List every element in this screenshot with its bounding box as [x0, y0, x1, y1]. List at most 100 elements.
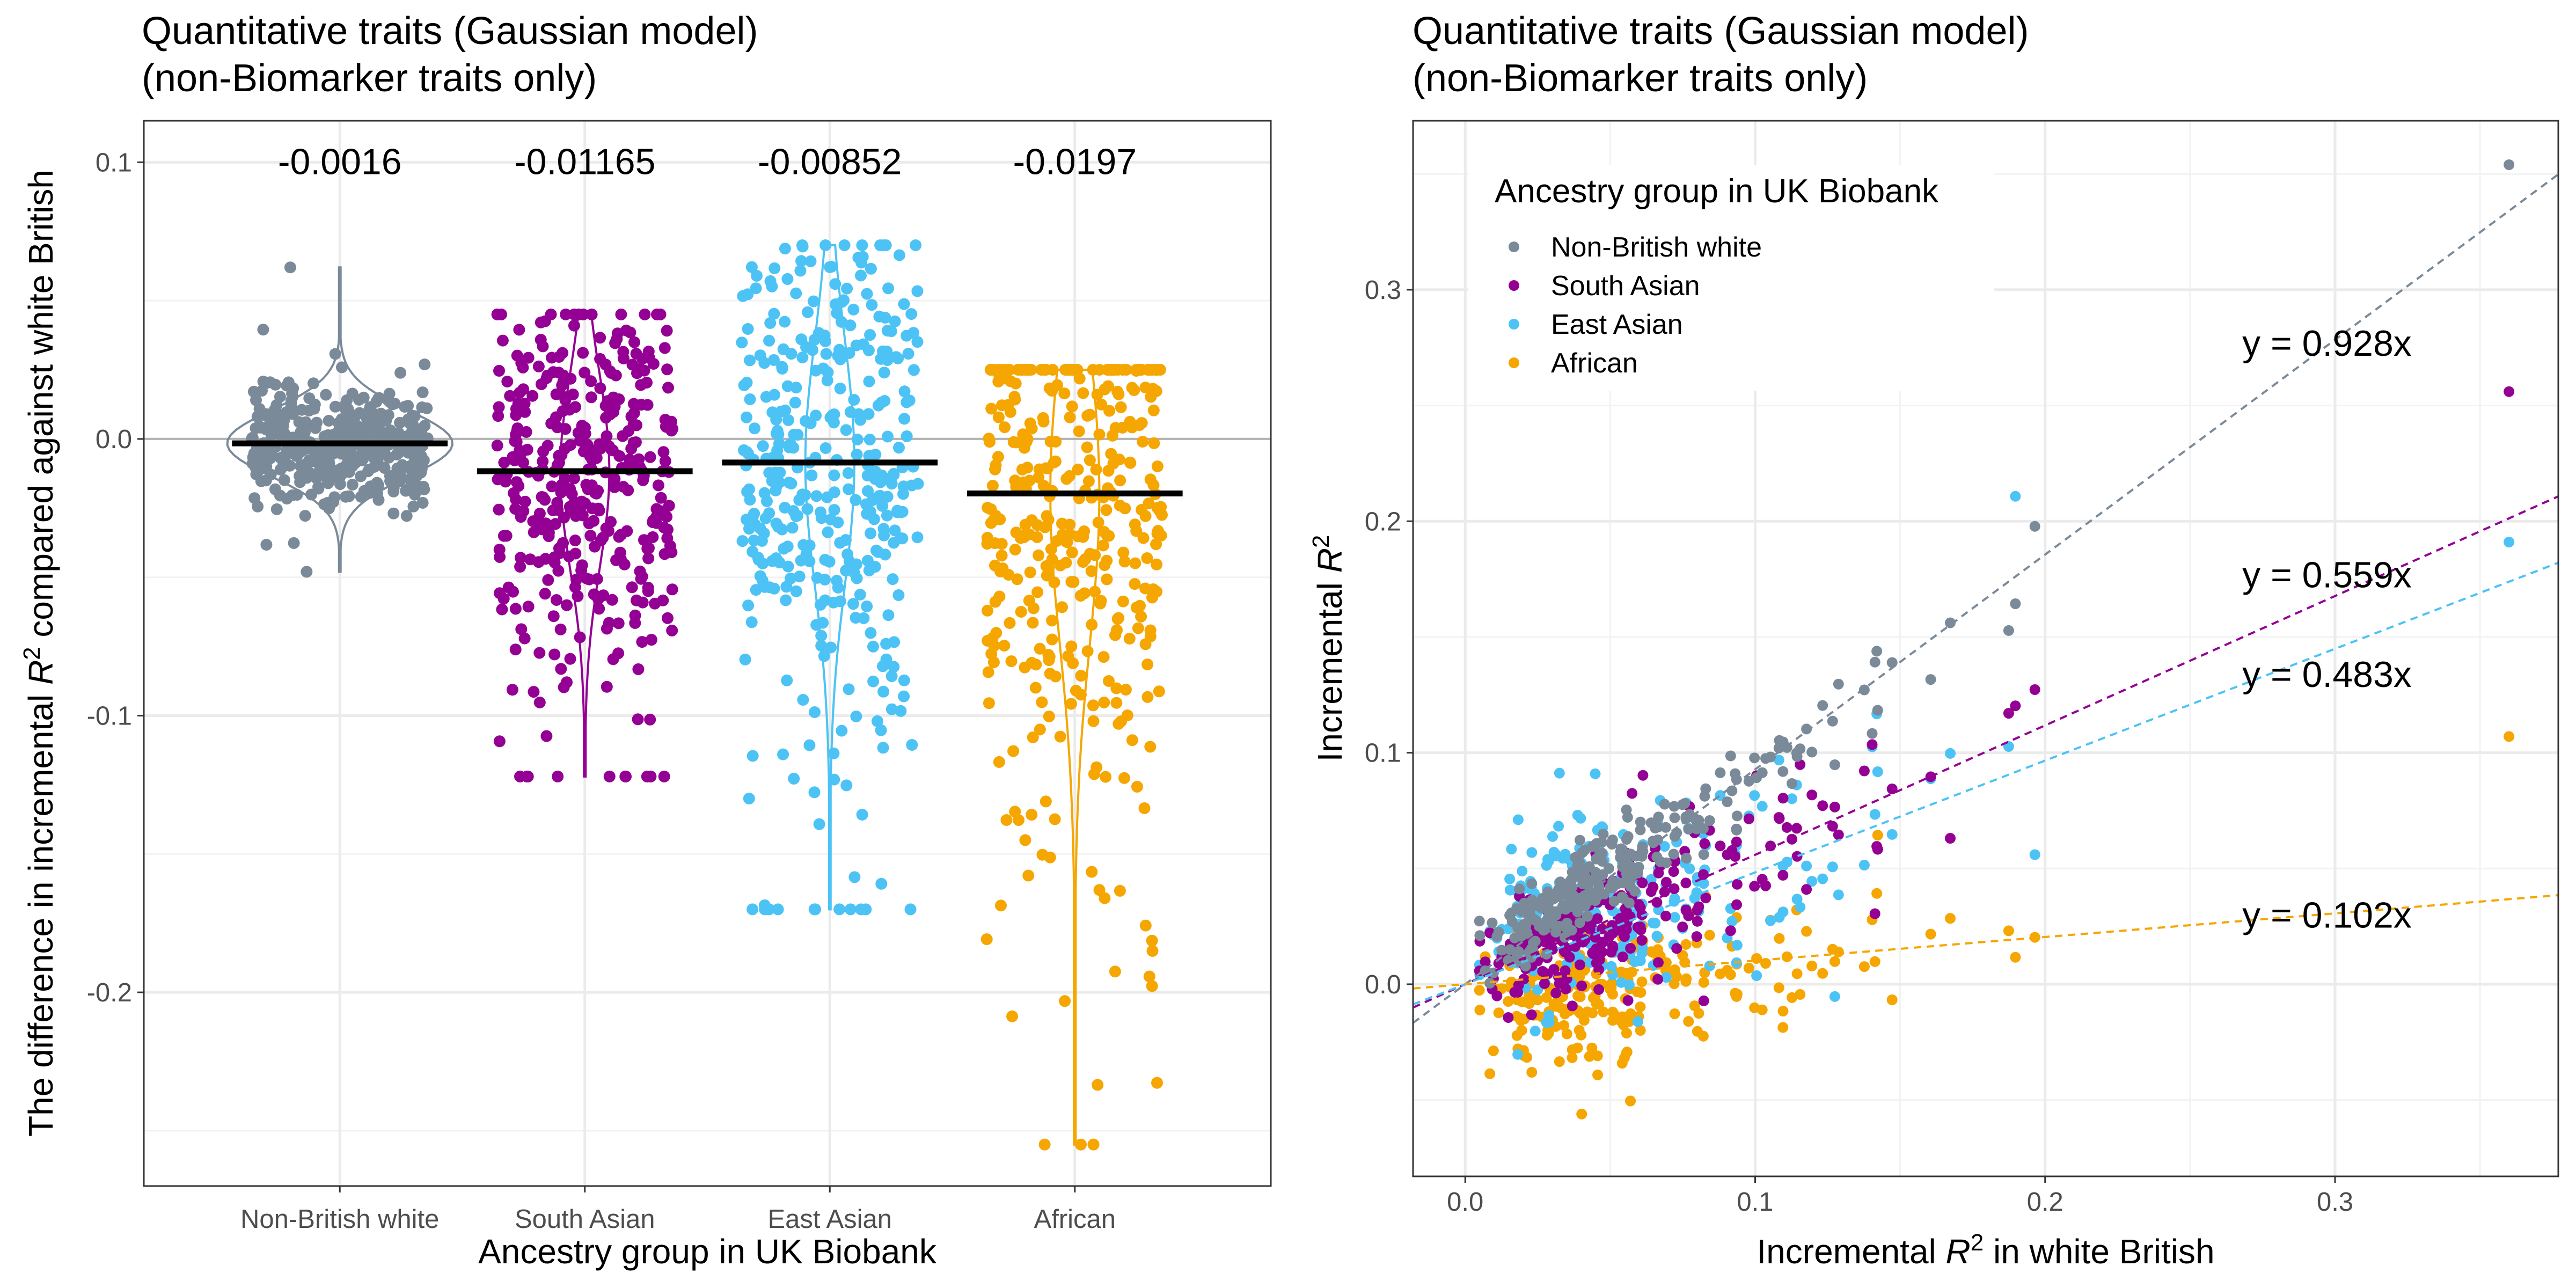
- scatter-point: [1867, 728, 1878, 739]
- violin-point: [510, 476, 523, 488]
- violin-point: [661, 363, 674, 376]
- violin-point: [777, 748, 789, 760]
- scatter-point: [1858, 961, 1870, 972]
- violin-point: [793, 570, 806, 583]
- violin-point: [630, 348, 642, 360]
- violin-point: [745, 261, 758, 273]
- violin-point: [828, 416, 840, 429]
- scatter-point: [1774, 813, 1785, 824]
- right-xlabel-var: R: [1946, 1232, 1971, 1271]
- violin-point: [1063, 470, 1075, 482]
- violin-point: [493, 544, 506, 556]
- violin-point: [250, 422, 262, 434]
- scatter-point: [1621, 968, 1632, 979]
- scatter-point: [1777, 869, 1789, 881]
- legend-key: [1509, 280, 1519, 291]
- violin-point: [763, 334, 775, 347]
- violin-point: [1099, 383, 1111, 396]
- violin-point: [1005, 655, 1018, 668]
- violin-point: [296, 404, 308, 416]
- scatter-point: [1606, 961, 1617, 972]
- scatter-point: [1631, 986, 1643, 998]
- violin-point: [521, 770, 533, 782]
- violin-point: [1114, 500, 1126, 512]
- scatter-point: [1547, 831, 1558, 842]
- violin-point: [542, 574, 554, 586]
- violin-point: [747, 903, 759, 916]
- scatter-point: [1636, 935, 1648, 946]
- violin-point: [763, 903, 775, 916]
- violin-point: [371, 477, 383, 489]
- legend-label: Non-British white: [1551, 232, 1762, 263]
- violin-point: [865, 262, 877, 275]
- scatter-point: [1781, 822, 1792, 833]
- scatter-point: [1801, 723, 1812, 735]
- violin-point: [1024, 566, 1036, 579]
- violin-point: [828, 408, 840, 420]
- violin-point: [311, 416, 323, 429]
- scatter-point: [1474, 1005, 1485, 1016]
- violin-point: [1087, 364, 1099, 376]
- violin-point: [260, 474, 272, 487]
- violin-point: [1015, 606, 1027, 618]
- violin-point: [636, 636, 648, 648]
- violin-point: [743, 523, 755, 535]
- scatter-point: [1726, 785, 1738, 796]
- scatter-point: [1680, 939, 1692, 950]
- scatter-point: [2029, 684, 2040, 695]
- violin-point: [776, 361, 788, 373]
- violin-point: [874, 476, 887, 488]
- scatter-point: [1627, 788, 1638, 799]
- violin-point: [1019, 518, 1031, 531]
- right-plot-border: [1412, 120, 2559, 1177]
- violin-point: [1115, 401, 1127, 413]
- violin-point: [277, 410, 289, 422]
- violin-point: [741, 377, 753, 389]
- violin-point: [323, 454, 335, 466]
- scatter-point: [1515, 931, 1526, 942]
- violin-point: [491, 308, 503, 320]
- violin-point: [546, 480, 558, 493]
- violin-point: [537, 445, 550, 458]
- violin-point: [621, 525, 633, 537]
- violin-point: [790, 382, 802, 394]
- violin-point: [855, 257, 868, 269]
- violin-point: [256, 385, 268, 397]
- violin-point: [416, 386, 429, 399]
- violin-point: [785, 572, 797, 584]
- violin-point: [1148, 437, 1160, 449]
- scatter-point: [1591, 838, 1602, 849]
- violin-point: [881, 325, 894, 337]
- violin-point: [1110, 682, 1123, 694]
- violin-point: [335, 413, 348, 426]
- scatter-point: [1484, 1068, 1496, 1079]
- violin-point: [743, 793, 755, 804]
- violin-point: [631, 594, 642, 606]
- violin-point: [1147, 383, 1159, 395]
- violin-point: [606, 444, 619, 457]
- violin-point: [581, 438, 594, 451]
- scatter-point: [1669, 912, 1680, 923]
- scatter-point: [1515, 1015, 1526, 1026]
- scatter-point: [1543, 1016, 1555, 1028]
- right-y-tick-label: 0.0: [1365, 970, 1401, 999]
- violin-point: [1036, 696, 1048, 708]
- scatter-point: [1684, 863, 1695, 874]
- violin-point: [785, 348, 797, 360]
- scatter-point: [1576, 1108, 1587, 1119]
- legend-label: East Asian: [1551, 309, 1683, 340]
- violin-point: [895, 705, 907, 717]
- violin-point: [1014, 532, 1027, 544]
- violin-point: [594, 332, 606, 344]
- scatter-point: [1945, 748, 1956, 759]
- violin-point: [768, 354, 780, 366]
- scatter-point: [2003, 708, 2014, 719]
- violin-point: [629, 609, 641, 621]
- violin-point: [642, 346, 655, 357]
- scatter-point: [1632, 1016, 1643, 1027]
- violin-point: [528, 686, 540, 698]
- scatter-point: [1636, 976, 1648, 987]
- scatter-point: [1749, 752, 1760, 764]
- scatter-point: [1757, 767, 1768, 778]
- scatter-point: [1698, 977, 1709, 988]
